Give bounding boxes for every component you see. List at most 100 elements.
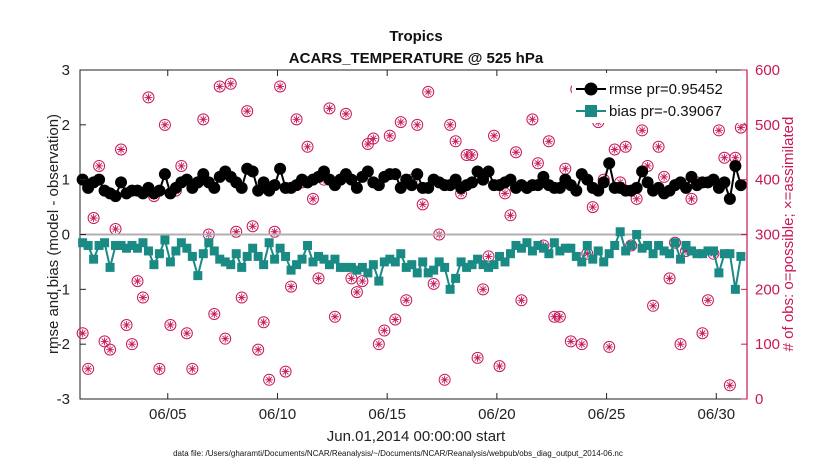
bias-point — [511, 240, 521, 250]
y2-tick-label: 0 — [755, 391, 763, 408]
bias-point — [445, 284, 455, 294]
obs-possible-circle — [477, 283, 490, 296]
obs-assimilated-star — [418, 200, 427, 209]
obs-possible-point — [142, 91, 155, 104]
obs-possible-circle — [87, 212, 100, 225]
bias-point — [522, 238, 532, 248]
bias-point — [566, 243, 576, 253]
obs-assimilated-star — [276, 82, 285, 91]
bias-point — [686, 246, 696, 256]
bias-point — [160, 235, 170, 245]
obs-possible-circle — [701, 294, 714, 307]
obs-possible-circle — [400, 294, 413, 307]
obs-possible-circle — [449, 135, 462, 148]
obs-possible-circle — [663, 272, 676, 285]
x-tick-label: 06/30 — [698, 406, 736, 423]
obs-possible-circle — [531, 157, 544, 170]
obs-possible-point — [411, 118, 424, 131]
obs-assimilated-star — [341, 109, 350, 118]
obs-possible-point — [674, 338, 687, 351]
y2-axis-label: # of obs: o=possible; ×=assimilated — [780, 117, 797, 352]
bias-point — [292, 260, 302, 270]
y2-tick-label: 500 — [755, 117, 780, 134]
obs-assimilated-star — [660, 172, 669, 181]
obs-assimilated-star — [95, 161, 104, 170]
obs-possible-circle — [575, 338, 588, 351]
obs-possible-point — [542, 135, 555, 148]
bias-point — [610, 240, 620, 250]
bias-point — [484, 262, 494, 272]
obs-possible-circle — [208, 308, 221, 321]
obs-possible-point — [257, 316, 270, 329]
bias-point — [703, 246, 713, 256]
rmse-point — [93, 173, 106, 186]
axes-layer: -3 -2 -1 0 1 2 3 0 100 200 300 400 500 600 06/05 06/10 0… — [57, 62, 780, 423]
obs-assimilated-star — [506, 211, 515, 220]
obs-assimilated-star — [468, 150, 477, 159]
obs-possible-circle — [142, 91, 155, 104]
obs-possible-circle — [224, 77, 237, 90]
obs-possible-circle — [411, 118, 424, 131]
obs-count-layer — [76, 77, 747, 392]
bias-point — [248, 243, 258, 253]
obs-possible-point — [301, 140, 314, 153]
bias-point — [423, 268, 433, 278]
obs-possible-circle — [301, 140, 314, 153]
bias-point — [379, 257, 389, 267]
obs-possible-point — [383, 129, 396, 142]
bias-point — [516, 243, 526, 253]
obs-assimilated-star — [490, 131, 499, 140]
obs-possible-point — [422, 85, 435, 98]
obs-possible-circle — [488, 129, 501, 142]
bias-point — [253, 251, 263, 261]
bias-point — [478, 260, 488, 270]
obs-assimilated-star — [566, 337, 575, 346]
obs-possible-point — [718, 151, 731, 164]
y-tick-label: 0 — [62, 227, 70, 244]
bias-point — [560, 243, 570, 253]
obs-assimilated-star — [500, 189, 509, 198]
obs-possible-point — [652, 140, 665, 153]
obs-assimilated-star — [484, 252, 493, 261]
y-tick-label: -3 — [57, 391, 70, 408]
bias-point — [94, 240, 104, 250]
obs-possible-point — [345, 272, 358, 285]
bias-point — [396, 249, 406, 259]
obs-assimilated-star — [117, 145, 126, 154]
bias-point — [215, 254, 225, 264]
y-tick-label: -2 — [57, 336, 70, 353]
bias-point — [226, 260, 236, 270]
obs-possible-circle — [312, 272, 325, 285]
obs-assimilated-star — [424, 87, 433, 96]
rmse-point — [235, 181, 248, 194]
obs-possible-point — [104, 343, 117, 356]
bias-point — [533, 240, 543, 250]
bias-point — [681, 240, 691, 250]
obs-possible-point — [515, 294, 528, 307]
obs-possible-circle — [619, 140, 632, 153]
obs-possible-circle — [356, 275, 369, 288]
bias-point — [390, 257, 400, 267]
obs-possible-point — [158, 118, 171, 131]
obs-assimilated-star — [714, 126, 723, 135]
obs-possible-point — [235, 291, 248, 304]
obs-assimilated-star — [325, 104, 334, 113]
bias-point — [100, 238, 110, 248]
obs-possible-point — [394, 116, 407, 129]
chart-title: Tropics — [389, 28, 442, 45]
obs-possible-point — [180, 327, 193, 340]
x-tick-label: 06/25 — [588, 406, 626, 423]
obs-possible-point — [356, 275, 369, 288]
obs-possible-circle — [515, 294, 528, 307]
obs-possible-point — [350, 286, 363, 299]
bias-point — [83, 240, 93, 250]
bias-point — [599, 257, 609, 267]
rmse-point — [603, 157, 616, 170]
bias-point — [116, 240, 126, 250]
obs-possible-circle — [504, 209, 517, 222]
bias-point — [111, 240, 121, 250]
x-tick-label: 06/10 — [259, 406, 297, 423]
obs-possible-point — [712, 124, 725, 137]
bias-point — [440, 262, 450, 272]
bias-point — [692, 249, 702, 259]
